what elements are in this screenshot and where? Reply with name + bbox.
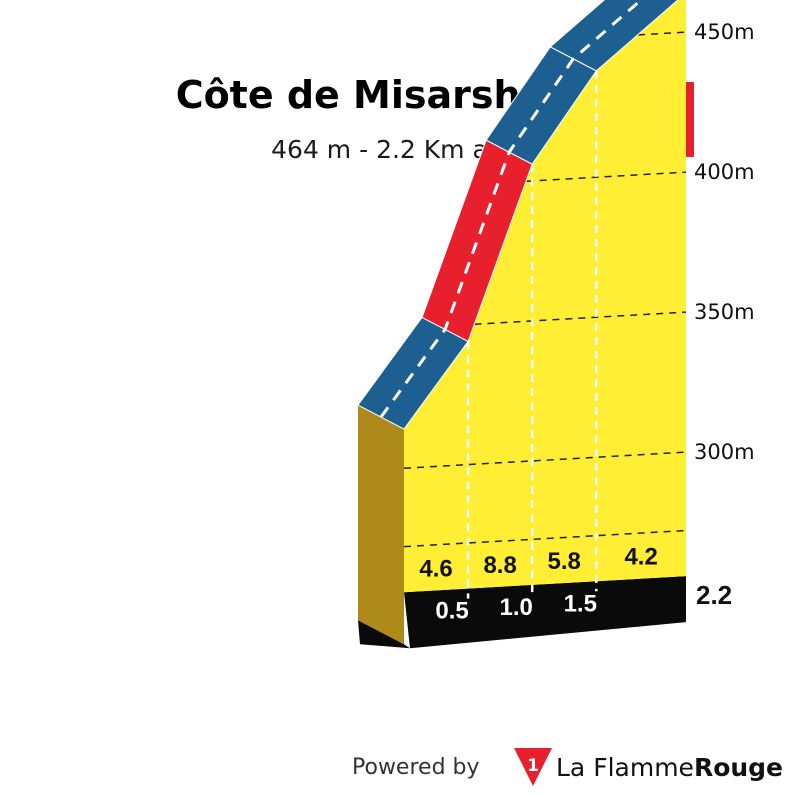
- gridlines: [403, 31, 687, 599]
- km-label-3: 1.5: [564, 590, 597, 617]
- road-centre-line: [379, 0, 644, 418]
- gradient-label-4: 4.2: [624, 544, 657, 571]
- y-tick-label-300: 300m: [694, 440, 755, 464]
- gradient-label-3: 5.8: [548, 548, 581, 575]
- total-distance-label: 2.2: [696, 580, 732, 610]
- elevation-gridline: [474, 311, 687, 325]
- km-label-2: 1.0: [499, 594, 532, 621]
- y-tick-label-400: 400m: [694, 160, 755, 184]
- road-segment-4: [549, 0, 679, 72]
- brand-name: La FlammeRouge: [556, 753, 783, 782]
- elevation-gridline: [526, 171, 687, 182]
- profile-base-side: [358, 620, 410, 649]
- elevation-gridline: [638, 31, 687, 36]
- powered-by-text: Powered by: [352, 755, 480, 780]
- gradient-band-line: [403, 529, 687, 548]
- y-tick-label-350: 350m: [694, 300, 755, 324]
- y-axis: 300m 350m 400m 450m: [694, 20, 755, 464]
- gradient-label-2: 8.8: [483, 552, 516, 579]
- profile-base: [358, 576, 686, 649]
- profile-labels: 4.6 8.8 5.8 4.2 0.5 1.0 1.5 2.2: [419, 544, 732, 625]
- brand-bold: Rouge: [694, 753, 783, 782]
- y-tick-label-450: 450m: [694, 20, 755, 44]
- profile-base-strip: [404, 576, 686, 649]
- profile-side-wall: [358, 405, 404, 645]
- gradient-label-1: 4.6: [419, 555, 452, 582]
- brand-regular: La Flamme: [556, 753, 694, 782]
- km-label-1: 0.5: [435, 598, 468, 625]
- profile-face-area: [404, 0, 686, 593]
- profile-road: [357, 0, 679, 430]
- flame-logo-icon: 1: [514, 748, 552, 786]
- elevation-gridline: [403, 451, 687, 469]
- logo-glyph: 1: [527, 756, 539, 776]
- profile-face: [358, 0, 686, 645]
